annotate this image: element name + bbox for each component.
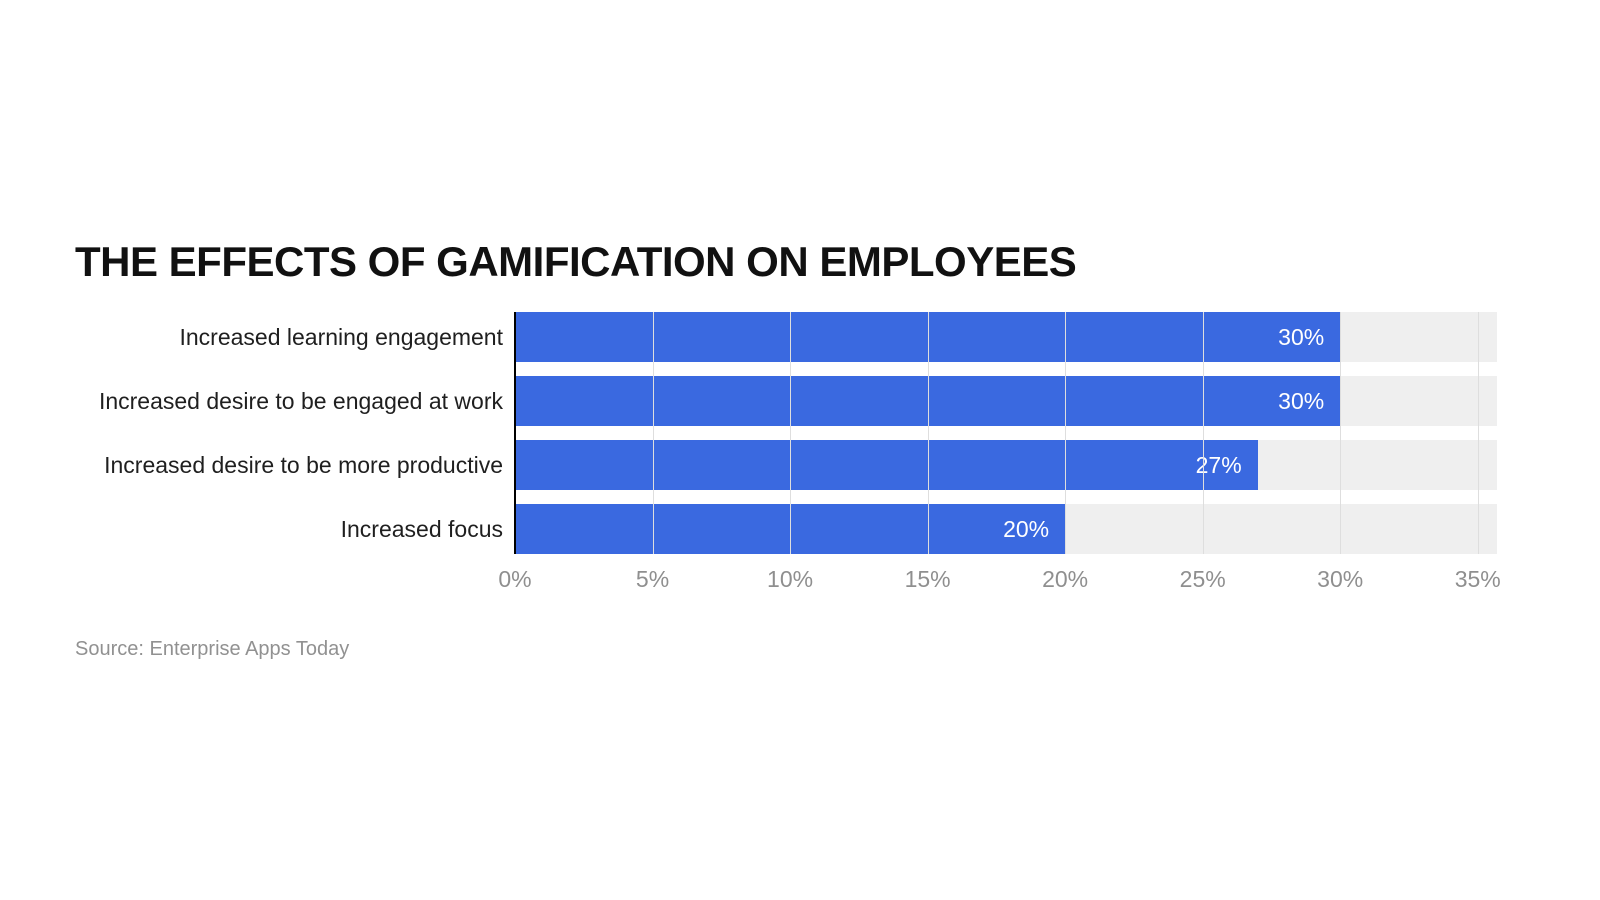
- bar-value-label: 30%: [1278, 323, 1325, 350]
- bar-row: Increased focus 20%: [75, 504, 1497, 554]
- category-label: Increased desire to be more productive: [104, 451, 503, 478]
- x-tick-label: 10%: [767, 566, 814, 592]
- bar-value-label: 27%: [1195, 451, 1242, 478]
- bar: 20%: [515, 504, 1066, 554]
- bar: 30%: [515, 376, 1341, 426]
- y-axis-line: [514, 312, 516, 554]
- bar-value-label: 20%: [1003, 515, 1050, 542]
- bar-track: 27%: [515, 440, 1497, 490]
- bar-track: 30%: [515, 312, 1497, 362]
- x-axis: 0% 5% 10% 15% 20% 25% 30% 35%: [498, 566, 1500, 596]
- category-label: Increased learning engagement: [179, 323, 503, 350]
- category-label: Increased focus: [340, 515, 503, 542]
- x-tick-label: 20%: [1042, 566, 1089, 592]
- bar-track: 30%: [515, 376, 1497, 426]
- category-label: Increased desire to be engaged at work: [98, 387, 503, 414]
- bar-chart: Increased learning engagement 30% Increase…: [75, 312, 1501, 596]
- bar-row: Increased desire to be more productive 27…: [75, 440, 1497, 490]
- bar: 30%: [515, 312, 1341, 362]
- figure: THE EFFECTS OF GAMIFICATION ON EMPLOYEES…: [75, 238, 1501, 661]
- x-tick-label: 5%: [635, 566, 670, 592]
- x-tick-label: 25%: [1179, 566, 1226, 592]
- bar-track: 20%: [515, 504, 1497, 554]
- source-note: Source: Enterprise Apps Today: [75, 638, 350, 660]
- bar-rows: Increased learning engagement 30% Increase…: [75, 312, 1497, 554]
- chart-title: THE EFFECTS OF GAMIFICATION ON EMPLOYEES: [75, 238, 1077, 285]
- x-tick-label: 35%: [1454, 566, 1501, 592]
- x-tick-label: 15%: [904, 566, 951, 592]
- bar-row: Increased learning engagement 30%: [75, 312, 1497, 362]
- bar-row: Increased desire to be engaged at work 30…: [75, 376, 1497, 426]
- bar-value-label: 30%: [1278, 387, 1325, 414]
- bar: 27%: [515, 440, 1258, 490]
- x-tick-label: 30%: [1317, 566, 1364, 592]
- x-tick-label: 0%: [498, 566, 532, 592]
